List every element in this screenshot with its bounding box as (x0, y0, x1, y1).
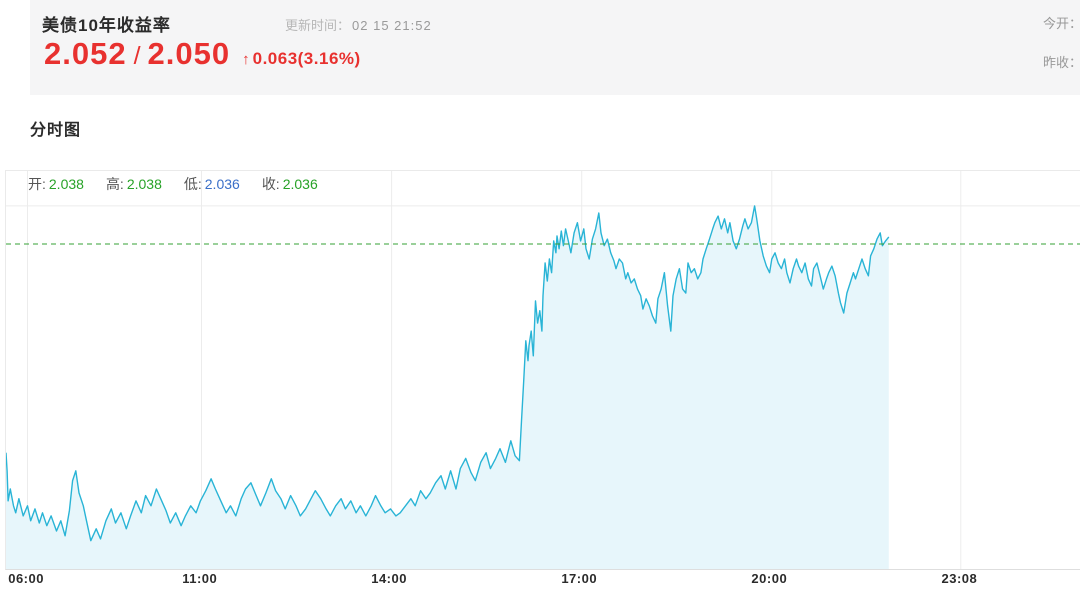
chart-canvas[interactable] (6, 171, 1080, 569)
legend-high-value: 2.038 (126, 176, 162, 192)
side-stats: 今开： 昨收： (1043, 13, 1080, 71)
update-time-value: 02 15 21:52 (352, 18, 432, 33)
update-time-label: 更新时间： (285, 18, 351, 33)
quote-header: 美债10年收益率 更新时间： 02 15 21:52 今开： 昨收： 2.052 … (30, 0, 1080, 95)
chart-section-title: 分时图 (30, 122, 82, 139)
update-time: 更新时间： 02 15 21:52 (285, 15, 432, 34)
legend-close-value: 2.036 (282, 176, 318, 192)
x-axis-label: 14:00 (371, 571, 407, 586)
today-open-label: 今开： (1043, 16, 1080, 31)
legend-close: 收: 2.036 (261, 176, 318, 192)
x-axis: 06:00 11:00 14:00 17:00 20:00 23:08 (5, 570, 1079, 590)
price-secondary: 2.050 (147, 36, 231, 71)
price-change: 0.063(3.16%) (252, 49, 361, 68)
legend-open: 开: 2.038 (28, 176, 84, 192)
price-row: 2.052 / 2.050 ↑ 0.063(3.16%) (44, 36, 361, 72)
ohlc-legend: 开: 2.038 高: 2.038 低: 2.036 收: 2.036 (28, 174, 318, 194)
legend-open-value: 2.038 (48, 176, 84, 192)
legend-low: 低: 2.036 (183, 176, 240, 192)
instrument-title: 美债10年收益率 (42, 16, 171, 35)
price-separator: / (133, 42, 141, 70)
x-axis-label: 17:00 (561, 571, 598, 586)
legend-high: 高: 2.038 (105, 176, 162, 192)
price-primary: 2.052 (44, 36, 127, 71)
prev-close-label: 昨收： (1043, 55, 1080, 70)
intraday-chart[interactable]: 开: 2.038 高: 2.038 低: 2.036 收: 2.036 (5, 170, 1080, 570)
up-arrow-icon: ↑ (242, 51, 250, 68)
x-axis-label: 23:08 (941, 571, 978, 586)
x-axis-label: 11:00 (182, 571, 218, 586)
x-axis-label: 06:00 (8, 571, 44, 586)
x-axis-label: 20:00 (751, 571, 788, 586)
legend-low-value: 2.036 (204, 176, 240, 192)
